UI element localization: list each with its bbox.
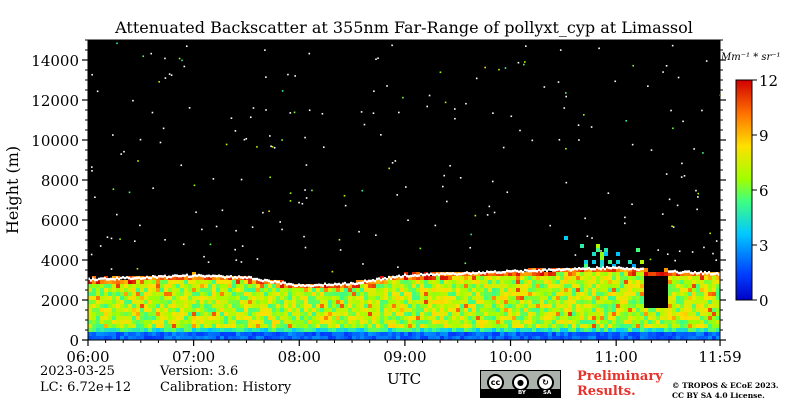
colorbar: 0 3 6 9 12 [735, 72, 778, 310]
x-tick-label: 11:00 [595, 348, 638, 366]
y-tick-label: 0 [69, 332, 79, 350]
colorbar-tick-label: 9 [759, 127, 769, 145]
colorbar-tick-label: 3 [759, 237, 769, 255]
footer-date: 2023-03-25 [40, 364, 115, 379]
plot-area [87, 39, 721, 341]
x-tick-label: 07:00 [172, 348, 215, 366]
colorbar-gradient [735, 79, 753, 301]
chart-title: Attenuated Backscatter at 355nm Far-Rang… [114, 18, 693, 37]
y-tick-label: 10000 [31, 132, 79, 150]
cc-badge-band [481, 389, 560, 397]
footer-lc: LC: 6.72e+12 [40, 380, 132, 395]
y-tick-label: 2000 [41, 292, 79, 310]
preliminary-line-2: Results. [577, 384, 636, 399]
colorbar-unit-label: Mm⁻¹ * sr⁻¹ [720, 52, 781, 63]
footer-calibration: Calibration: History [160, 380, 292, 395]
y-tick-label: 12000 [31, 92, 79, 110]
y-tick-label: 14000 [31, 52, 79, 70]
copyright-line-1: © TROPOS & ECoE 2023. [672, 381, 779, 390]
x-tick-label: 09:00 [383, 348, 426, 366]
colorbar-tick-label: 12 [759, 72, 778, 90]
preliminary-notice: Preliminary Results. [577, 369, 663, 399]
axes-ticks: 0 2000 4000 6000 8000 10000 12000 14000 06:00 07:… [31, 39, 742, 366]
y-axis-label: Height (m) [3, 146, 22, 234]
copyright-notice: © TROPOS & ECoE 2023. CC BY SA 4.0 Licen… [672, 381, 779, 401]
cc-license-badge: cc ● ↻ BY SA [480, 370, 561, 398]
y-tick-label: 6000 [41, 212, 79, 230]
colorbar-tick-label: 0 [759, 292, 769, 310]
colorbar-tick-label: 6 [759, 182, 769, 200]
x-tick-label: 08:00 [278, 348, 321, 366]
backscatter-heatmap [88, 42, 721, 340]
x-tick-label: 10:00 [489, 348, 532, 366]
footer-version: Version: 3.6 [160, 364, 239, 379]
cc-badge-by-label: BY [518, 390, 526, 396]
y-tick-label: 8000 [41, 172, 79, 190]
copyright-line-2: CC BY SA 4.0 License. [672, 391, 765, 400]
x-tick-label: 11:59 [698, 348, 741, 366]
cc-badge-sa-label: SA [543, 390, 552, 396]
preliminary-line-1: Preliminary [577, 369, 663, 384]
x-axis-label: UTC [387, 370, 421, 388]
x-tick-label: 06:00 [66, 348, 109, 366]
y-tick-label: 4000 [41, 252, 79, 270]
